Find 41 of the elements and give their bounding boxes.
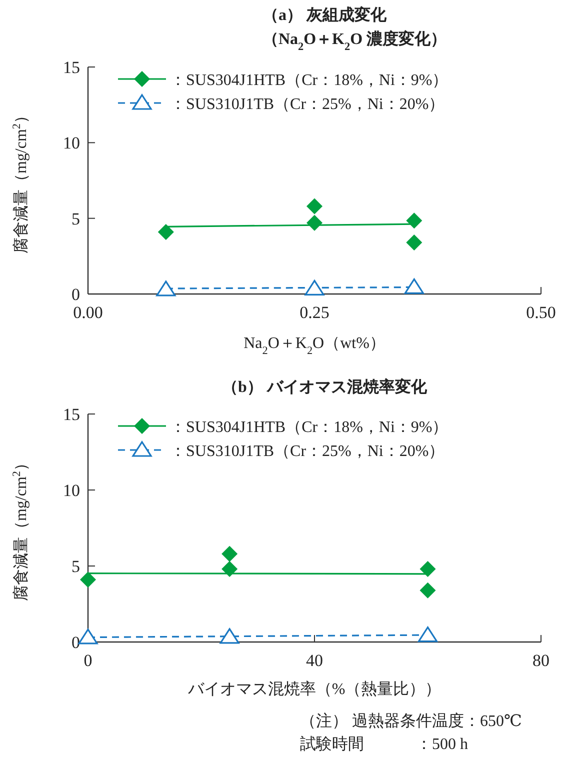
point (306, 198, 322, 214)
chart-subtitle: （Na$_{2}$O＋K$_{2}$O 濃度変化） (262, 29, 447, 53)
x-tick-label: 0.25 (300, 303, 330, 322)
point (222, 561, 238, 578)
chart-title: （b） バイオマス混焼率変化 (222, 377, 428, 396)
y-tick-label: 0 (72, 285, 80, 304)
y-tick-label: 5 (72, 557, 80, 576)
point (420, 582, 436, 598)
x-tick-label: 40 (306, 651, 323, 670)
y-tick-label: 10 (63, 481, 80, 500)
x-tick-label: 0.00 (73, 303, 103, 322)
x-axis-title: バイオマス混焼率（%（熱量比）） (186, 680, 442, 698)
point (404, 278, 424, 294)
x-tick-label: 0.50 (526, 303, 556, 322)
point (78, 628, 98, 644)
point (158, 224, 174, 240)
chart-title: （a） 灰組成変化 (262, 5, 388, 24)
x-tick-label: 0 (84, 651, 92, 670)
point (306, 214, 322, 231)
y-tick-label: 10 (63, 134, 80, 153)
x-tick-label: 80 (532, 651, 550, 670)
text: 試験時間 ：500 h (300, 735, 468, 753)
point (406, 212, 422, 229)
x-axis-title: Na$_{2}$O＋K$_{2}$O（wt%） (244, 335, 386, 357)
y-tick-label: 15 (63, 405, 80, 424)
point (220, 628, 240, 644)
point (222, 546, 238, 562)
point (80, 572, 96, 588)
y-tick-label: 15 (63, 58, 80, 77)
text: （注） 過熱器条件温度：650℃ (300, 712, 522, 730)
point (304, 280, 324, 296)
legend-label: ：SUS304J1HTB（Cr：18%，Ni：9%） (170, 72, 448, 89)
y-tick-label: 5 (72, 209, 80, 228)
point (406, 234, 422, 251)
point (156, 280, 176, 296)
legend-label: ：SUS310J1TB（Cr：25%，Ni：20%） (170, 443, 445, 460)
y-tick-label: 0 (72, 633, 80, 652)
point (420, 561, 436, 578)
legend-label: ：SUS310J1TB（Cr：25%，Ni：20%） (170, 96, 445, 113)
point (418, 626, 438, 642)
legend-label: ：SUS304J1HTB（Cr：18%，Ni：9%） (170, 419, 448, 436)
